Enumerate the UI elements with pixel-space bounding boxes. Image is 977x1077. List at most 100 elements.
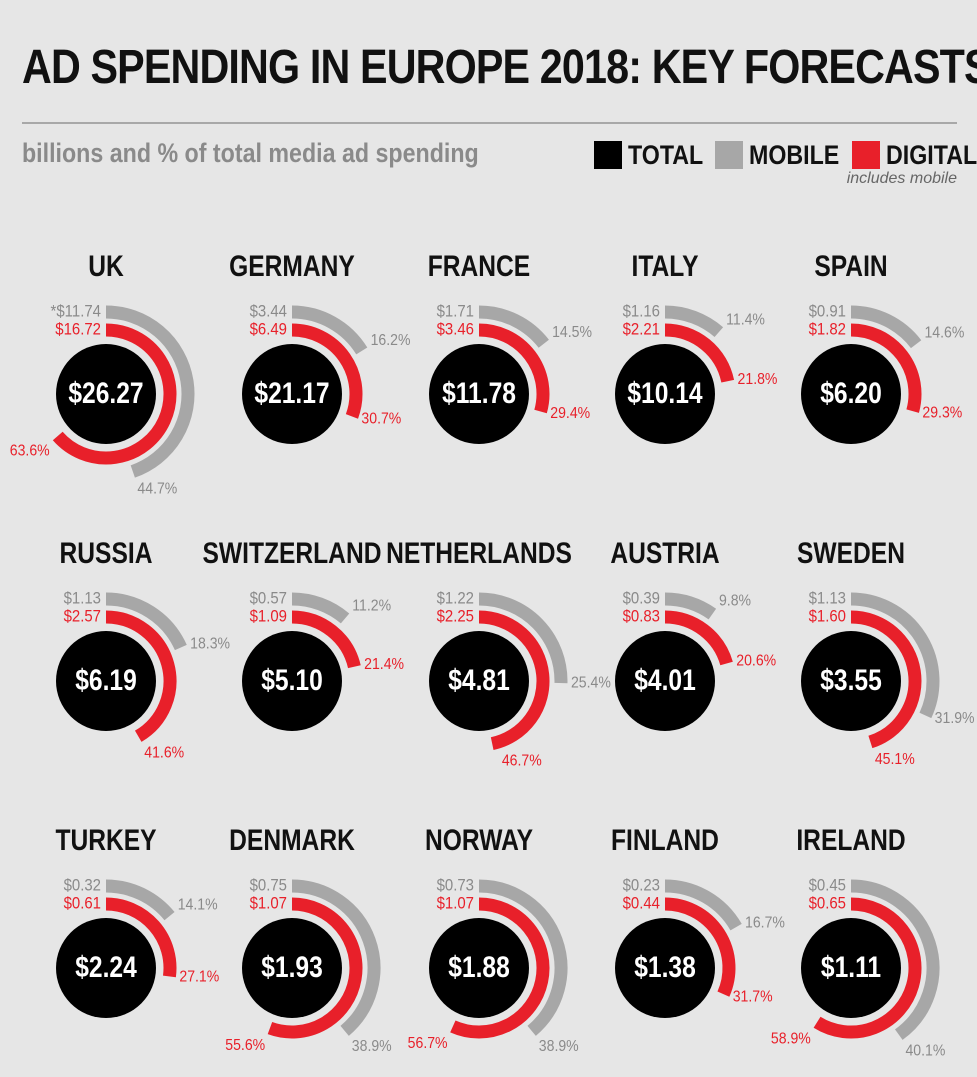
mobile-pct-finland: 16.7% xyxy=(745,914,785,932)
legend-label-mobile: MOBILE xyxy=(749,139,840,170)
total-value-turkey: $2.24 xyxy=(75,950,137,984)
digital-value-norway: $1.07 xyxy=(437,895,475,913)
mobile-pct-sweden: 31.9% xyxy=(935,709,975,727)
digital-value-ireland: $0.65 xyxy=(809,895,847,913)
mobile-arc-france xyxy=(478,305,549,348)
digital-arc-russia xyxy=(105,610,177,742)
total-circle-norway xyxy=(429,918,529,1018)
mobile-arc-netherlands xyxy=(478,592,568,684)
total-circle-netherlands xyxy=(429,631,529,731)
mobile-value-netherlands: $1.22 xyxy=(437,590,475,608)
digital-value-switzerland: $1.09 xyxy=(250,608,288,626)
mobile-value-germany: $3.44 xyxy=(250,303,288,321)
total-value-uk: $26.27 xyxy=(68,376,143,410)
country-name-uk: UK xyxy=(88,249,124,283)
mobile-pct-ireland: 40.1% xyxy=(905,1042,945,1060)
digital-value-russia: $2.57 xyxy=(64,608,102,626)
country-name-finland: FINLAND xyxy=(611,823,719,857)
country-name-spain: SPAIN xyxy=(814,249,887,283)
digital-arc-ireland xyxy=(813,897,922,1039)
mobile-pct-uk: 44.7% xyxy=(137,479,177,497)
mobile-value-france: $1.71 xyxy=(437,303,475,321)
digital-pct-switzerland: 21.4% xyxy=(364,655,404,673)
total-circle-finland xyxy=(615,918,715,1018)
digital-pct-italy: 21.8% xyxy=(738,370,778,388)
total-value-austria: $4.01 xyxy=(634,663,696,697)
mobile-arc-finland xyxy=(664,879,742,931)
digital-value-austria: $0.83 xyxy=(623,608,661,626)
mobile-arc-norway xyxy=(478,879,568,1036)
country-name-germany: GERMANY xyxy=(229,249,355,283)
mobile-pct-russia: 18.3% xyxy=(190,635,230,653)
digital-value-italy: $2.21 xyxy=(623,321,661,339)
total-value-italy: $10.14 xyxy=(627,376,703,410)
digital-pct-ireland: 58.9% xyxy=(771,1029,811,1047)
digital-arc-norway xyxy=(450,897,550,1039)
total-circle-turkey xyxy=(56,918,156,1018)
digital-pct-russia: 41.6% xyxy=(144,744,184,762)
total-value-sweden: $3.55 xyxy=(820,663,882,697)
digital-pct-netherlands: 46.7% xyxy=(502,752,542,770)
mobile-pct-turkey: 14.1% xyxy=(178,895,218,913)
total-value-norway: $1.88 xyxy=(448,950,510,984)
mobile-value-italy: $1.16 xyxy=(623,303,661,321)
total-circle-france xyxy=(429,344,529,444)
title-divider xyxy=(22,122,957,124)
total-value-spain: $6.20 xyxy=(820,376,882,410)
mobile-value-finland: $0.23 xyxy=(623,877,661,895)
digital-pct-norway: 56.7% xyxy=(408,1034,448,1052)
country-name-switzerland: SWITZERLAND xyxy=(203,536,382,570)
mobile-arc-germany xyxy=(291,305,368,355)
digital-arc-spain xyxy=(850,323,922,413)
total-circle-uk xyxy=(56,344,156,444)
chart-subtitle: billions and % of total media ad spendin… xyxy=(22,138,479,168)
mobile-pct-italy: 11.4% xyxy=(726,311,765,329)
mobile-arc-sweden xyxy=(850,592,940,719)
digital-value-turkey: $0.61 xyxy=(64,895,102,913)
digital-pct-sweden: 45.1% xyxy=(875,750,915,768)
mobile-pct-austria: 9.8% xyxy=(719,592,751,610)
country-name-denmark: DENMARK xyxy=(229,823,355,857)
digital-arc-sweden xyxy=(850,610,922,749)
mobile-value-uk: *$11.74 xyxy=(51,303,102,321)
country-name-norway: NORWAY xyxy=(425,823,533,857)
digital-value-sweden: $1.60 xyxy=(809,608,847,626)
mobile-arc-denmark xyxy=(291,879,381,1036)
total-circle-denmark xyxy=(242,918,342,1018)
mobile-value-sweden: $1.13 xyxy=(809,590,847,608)
digital-pct-turkey: 27.1% xyxy=(179,968,219,986)
digital-pct-finland: 31.7% xyxy=(733,988,773,1006)
mobile-value-spain: $0.91 xyxy=(809,303,847,321)
total-value-france: $11.78 xyxy=(442,376,516,410)
digital-value-denmark: $1.07 xyxy=(250,895,288,913)
total-circle-germany xyxy=(242,344,342,444)
mobile-arc-uk xyxy=(105,305,195,478)
digital-value-france: $3.46 xyxy=(437,321,475,339)
mobile-arc-austria xyxy=(664,592,717,620)
digital-arc-austria xyxy=(664,610,733,666)
digital-arc-france xyxy=(478,323,550,414)
total-circle-austria xyxy=(615,631,715,731)
digital-value-netherlands: $2.25 xyxy=(437,608,475,626)
mobile-value-switzerland: $0.57 xyxy=(250,590,288,608)
total-circle-russia xyxy=(56,631,156,731)
mobile-value-norway: $0.73 xyxy=(437,877,475,895)
digital-pct-austria: 20.6% xyxy=(736,652,776,670)
legend-item-mobile: MOBILE xyxy=(715,140,854,170)
digital-arc-switzerland xyxy=(291,610,361,669)
country-name-turkey: TURKEY xyxy=(55,823,156,857)
digital-pct-france: 29.4% xyxy=(550,404,590,422)
mobile-pct-netherlands: 25.4% xyxy=(571,674,611,692)
mobile-value-turkey: $0.32 xyxy=(64,877,102,895)
digital-value-finland: $0.44 xyxy=(623,895,661,913)
total-value-switzerland: $5.10 xyxy=(261,663,323,697)
total-circle-switzerland xyxy=(242,631,342,731)
legend-label-digital: DIGITAL xyxy=(886,139,977,170)
legend-item-total: TOTAL xyxy=(594,140,716,170)
legend-label-total: TOTAL xyxy=(628,139,704,170)
country-name-ireland: IRELAND xyxy=(796,823,905,857)
mobile-pct-denmark: 38.9% xyxy=(352,1037,392,1055)
mobile-arc-ireland xyxy=(850,879,940,1040)
country-name-russia: RUSSIA xyxy=(60,536,153,570)
